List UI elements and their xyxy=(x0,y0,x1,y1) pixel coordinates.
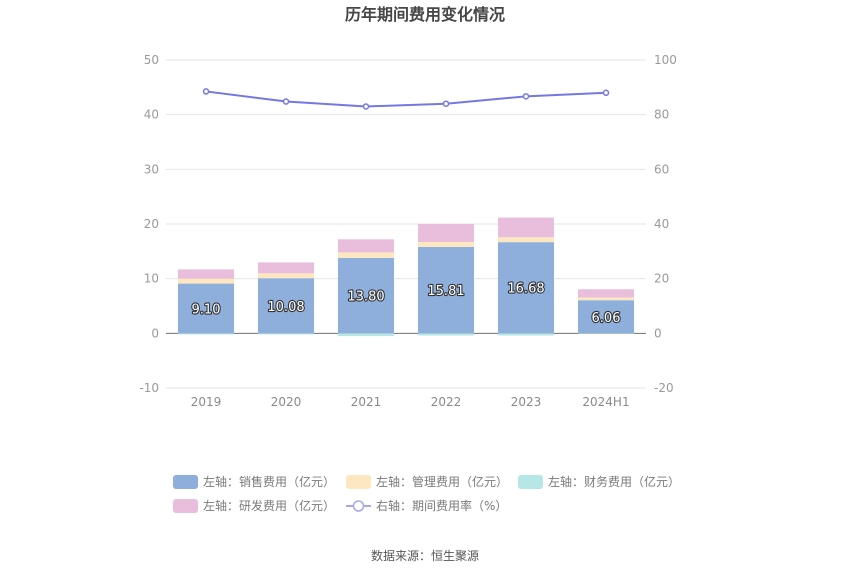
left-axis-tick-label: -10 xyxy=(139,381,159,395)
legend-swatch-icon xyxy=(346,475,371,489)
x-axis-tick-label: 2020 xyxy=(271,395,302,409)
bar-segment xyxy=(338,252,394,258)
right-axis-tick-label: -20 xyxy=(654,381,674,395)
bar-segment xyxy=(338,333,394,337)
line-point xyxy=(602,89,610,97)
bar-segment xyxy=(258,273,314,279)
grid-lines xyxy=(166,59,646,389)
bar-segment xyxy=(338,257,394,334)
bar-segment xyxy=(258,262,314,274)
bar-segment xyxy=(498,217,554,238)
line-point xyxy=(282,98,290,105)
right-axis-tick-label: 100 xyxy=(654,53,677,67)
legend-label: 左轴：销售费用（亿元） xyxy=(203,474,335,489)
x-axis-tick-label: 2021 xyxy=(351,395,382,409)
legend-swatch-icon xyxy=(173,475,198,489)
x-axis-tick-label: 2022 xyxy=(431,395,462,409)
legend-label: 左轴：管理费用（亿元） xyxy=(376,474,508,489)
left-axis-tick-label: 50 xyxy=(144,53,159,67)
line-series xyxy=(202,88,610,110)
bar-data-label: 16.68 xyxy=(507,282,544,297)
legend-item[interactable]: 右轴：期间费用率（%） xyxy=(346,498,507,513)
bar-segment xyxy=(178,269,234,279)
bar-segment xyxy=(418,246,474,334)
x-axis-tick-label: 2024H1 xyxy=(582,395,629,409)
right-axis-tick-label: 20 xyxy=(654,272,669,286)
bar-segment xyxy=(178,283,234,334)
bar-segment xyxy=(418,241,474,247)
line-point xyxy=(202,88,210,95)
left-axis-tick-label: 10 xyxy=(144,272,159,286)
chart-title: 历年期间费用变化情况 xyxy=(345,5,505,24)
bar-segment xyxy=(498,333,554,336)
bar-segment xyxy=(418,333,474,336)
bar-data-label: 9.10 xyxy=(192,302,221,317)
line-point xyxy=(362,103,370,110)
right-axis-tick-label: 60 xyxy=(654,162,669,176)
left-axis-tick-label: 40 xyxy=(144,108,159,122)
bar-segment xyxy=(178,278,234,284)
bar-segment xyxy=(498,237,554,243)
bar-group xyxy=(178,217,634,337)
right-axis-tick-label: 40 xyxy=(654,217,669,231)
legend-item[interactable]: 左轴：销售费用（亿元） xyxy=(173,474,335,489)
legend[interactable]: 左轴：销售费用（亿元） 左轴：管理费用（亿元） 左轴：财务费用（亿元） 左轴：研发费用… xyxy=(173,474,680,513)
bar-segment xyxy=(578,289,634,298)
legend-label: 右轴：期间费用率（%） xyxy=(376,498,507,513)
legend-label: 左轴：财务费用（亿元） xyxy=(548,474,680,489)
bar-segment xyxy=(578,333,634,334)
left-axis-tick-label: 30 xyxy=(144,162,159,176)
bar-segment xyxy=(258,278,314,334)
bar-segment xyxy=(178,333,234,335)
x-axis-tick-label: 2019 xyxy=(191,395,222,409)
bar-data-label: 10.08 xyxy=(267,300,304,315)
bar-segment xyxy=(338,239,394,253)
bar-segment xyxy=(258,333,314,335)
bar-data-label: 6.06 xyxy=(592,311,621,326)
legend-item[interactable]: 左轴：管理费用（亿元） xyxy=(346,474,508,489)
legend-swatch-icon xyxy=(173,499,198,513)
bar-segment xyxy=(498,242,554,334)
line-point xyxy=(442,100,450,107)
bar-data-label: 15.81 xyxy=(427,284,464,299)
legend-label: 左轴：研发费用（亿元） xyxy=(203,498,335,513)
rate-line xyxy=(205,90,607,108)
legend-marker-icon xyxy=(352,500,365,512)
legend-item[interactable]: 左轴：研发费用（亿元） xyxy=(173,498,335,513)
line-point xyxy=(522,93,530,100)
bar-segment xyxy=(418,223,474,242)
bar-segment xyxy=(578,297,634,301)
right-axis-tick-label: 80 xyxy=(654,108,669,122)
x-axis-tick-label: 2023 xyxy=(511,395,542,409)
left-axis-tick-label: 20 xyxy=(144,217,159,231)
data-labels: 9.10 10.08 13.80 15.81 16.68 6.06 xyxy=(190,281,621,327)
bar-data-label: 13.80 xyxy=(347,290,384,305)
source-note: 数据来源：恒生聚源 xyxy=(371,548,479,563)
right-axis-tick-label: 0 xyxy=(654,326,662,340)
legend-item[interactable]: 左轴：财务费用（亿元） xyxy=(518,474,680,489)
left-axis-tick-label: 0 xyxy=(151,326,159,340)
bar-segment xyxy=(578,300,634,334)
legend-swatch-icon xyxy=(518,475,543,489)
